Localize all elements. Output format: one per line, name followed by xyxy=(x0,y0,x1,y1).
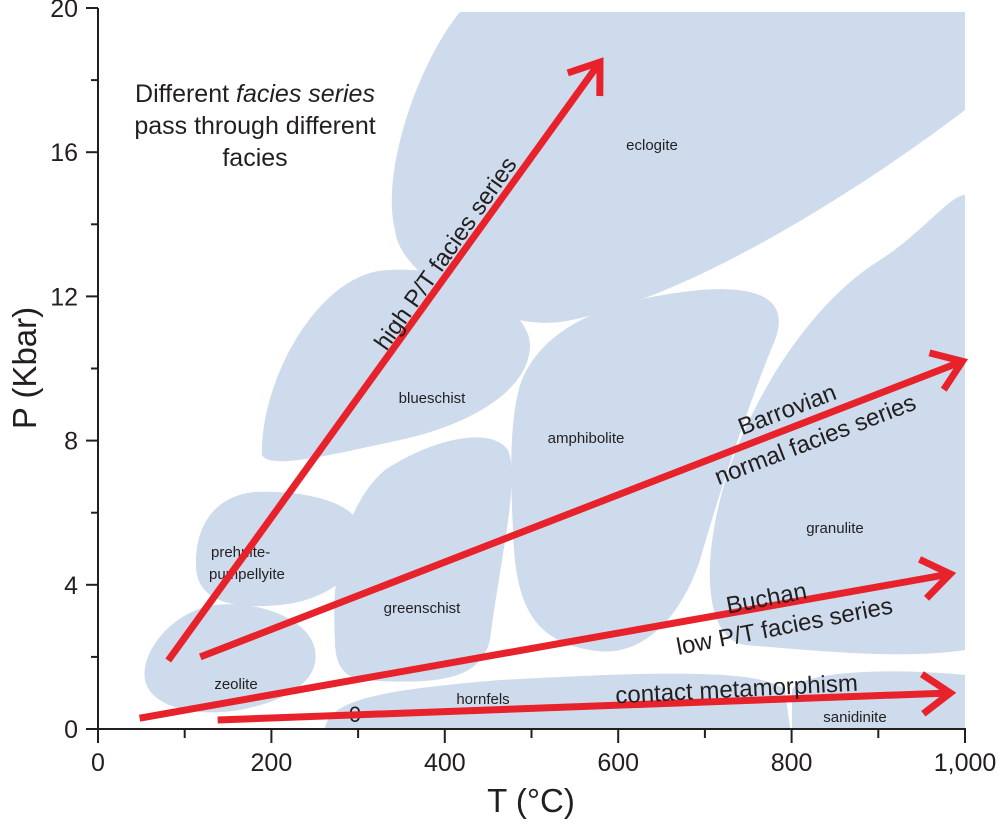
facies-labels: eclogite blueschist amphibolite granulit… xyxy=(209,137,887,727)
label-eclogite: eclogite xyxy=(626,137,678,154)
y-tick-label: 12 xyxy=(50,283,78,311)
note-line-1: Different facies series xyxy=(135,80,375,108)
arrow-shaft xyxy=(217,689,951,724)
arrow-shaft xyxy=(139,570,951,722)
y-axis-label: P (Kbar) xyxy=(6,307,43,429)
label-zeolite: zeolite xyxy=(214,676,257,693)
y-tick-label: 20 xyxy=(50,0,78,23)
y-tick-label: 8 xyxy=(64,428,78,456)
axes: 0 200 400 600 800 1,000 0 4 8 12 16 20 xyxy=(50,0,996,777)
y-tick-label: 16 xyxy=(50,139,78,167)
y-tick-label: 4 xyxy=(64,572,78,600)
arrow-shaft xyxy=(165,60,603,663)
arrowhead-icon xyxy=(928,349,969,392)
label-greenschist: greenschist xyxy=(384,600,462,617)
facies-granulite xyxy=(709,195,965,655)
label-pumpellyite: pumpellyite xyxy=(209,566,285,583)
facies-greenschist xyxy=(334,437,512,682)
label-amphibolite: amphibolite xyxy=(548,430,625,447)
x-tick-label: 0 xyxy=(91,749,105,777)
note-line-3: facies xyxy=(222,144,287,172)
facies-eclogite xyxy=(391,12,965,323)
facies-prehnite-pumpellyite xyxy=(195,491,362,607)
x-tick-label: 600 xyxy=(597,749,639,777)
facies-series-arrows xyxy=(139,57,969,724)
x-tick-label: 800 xyxy=(771,749,813,777)
label-blueschist: blueschist xyxy=(399,390,467,407)
facies-sanidinite xyxy=(792,671,965,728)
series-arrow-3 xyxy=(217,671,957,724)
arrowhead-icon xyxy=(919,671,957,717)
label-prehnite: prehnite- xyxy=(211,544,270,561)
facies-regions xyxy=(144,12,965,728)
label-hornfels: hornfels xyxy=(456,691,509,708)
x-axis-label: T (°C) xyxy=(487,782,575,819)
arrowhead-icon xyxy=(918,556,957,601)
arrowhead-icon xyxy=(566,57,604,97)
series-arrow-0 xyxy=(165,57,604,663)
arrow-shaft xyxy=(199,358,964,661)
y-tick-label: 0 xyxy=(64,716,78,744)
note-text: Different facies series pass through dif… xyxy=(134,80,375,172)
facies-amphibolite xyxy=(511,289,779,652)
x-tick-label: 400 xyxy=(424,749,466,777)
x-tick-label: 200 xyxy=(251,749,293,777)
note-line-2: pass through different xyxy=(134,112,375,140)
series-arrow-2 xyxy=(139,556,957,722)
series-arrow-1 xyxy=(199,349,969,661)
label-granulite: granulite xyxy=(806,520,864,537)
facies-blueschist xyxy=(261,269,530,462)
x-tick-label: 1,000 xyxy=(934,749,997,777)
label-sanidinite: sanidinite xyxy=(823,709,886,726)
